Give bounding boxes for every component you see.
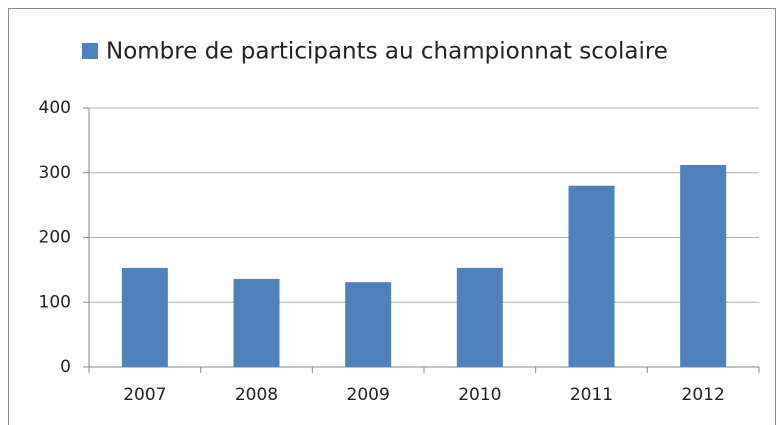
bar (233, 278, 280, 367)
legend-swatch (82, 43, 98, 59)
x-tick-label: 2011 (570, 385, 613, 405)
x-tick-label: 2008 (235, 385, 278, 405)
y-tick-label: 300 (39, 163, 71, 183)
y-tick-label: 100 (39, 292, 71, 312)
y-tick-label: 400 (39, 98, 71, 118)
y-tick-label: 0 (60, 357, 71, 377)
bar (121, 267, 168, 367)
bar (568, 185, 615, 367)
bar (680, 164, 727, 367)
legend-label: Nombre de participants au championnat sc… (106, 39, 668, 65)
x-tick-label: 2007 (123, 385, 166, 405)
x-tick-label: 2010 (458, 385, 501, 405)
bar (456, 267, 503, 367)
x-tick-label: 2009 (347, 385, 390, 405)
bar (345, 282, 392, 367)
y-tick-label: 200 (39, 228, 71, 248)
x-tick-label: 2012 (682, 385, 725, 405)
